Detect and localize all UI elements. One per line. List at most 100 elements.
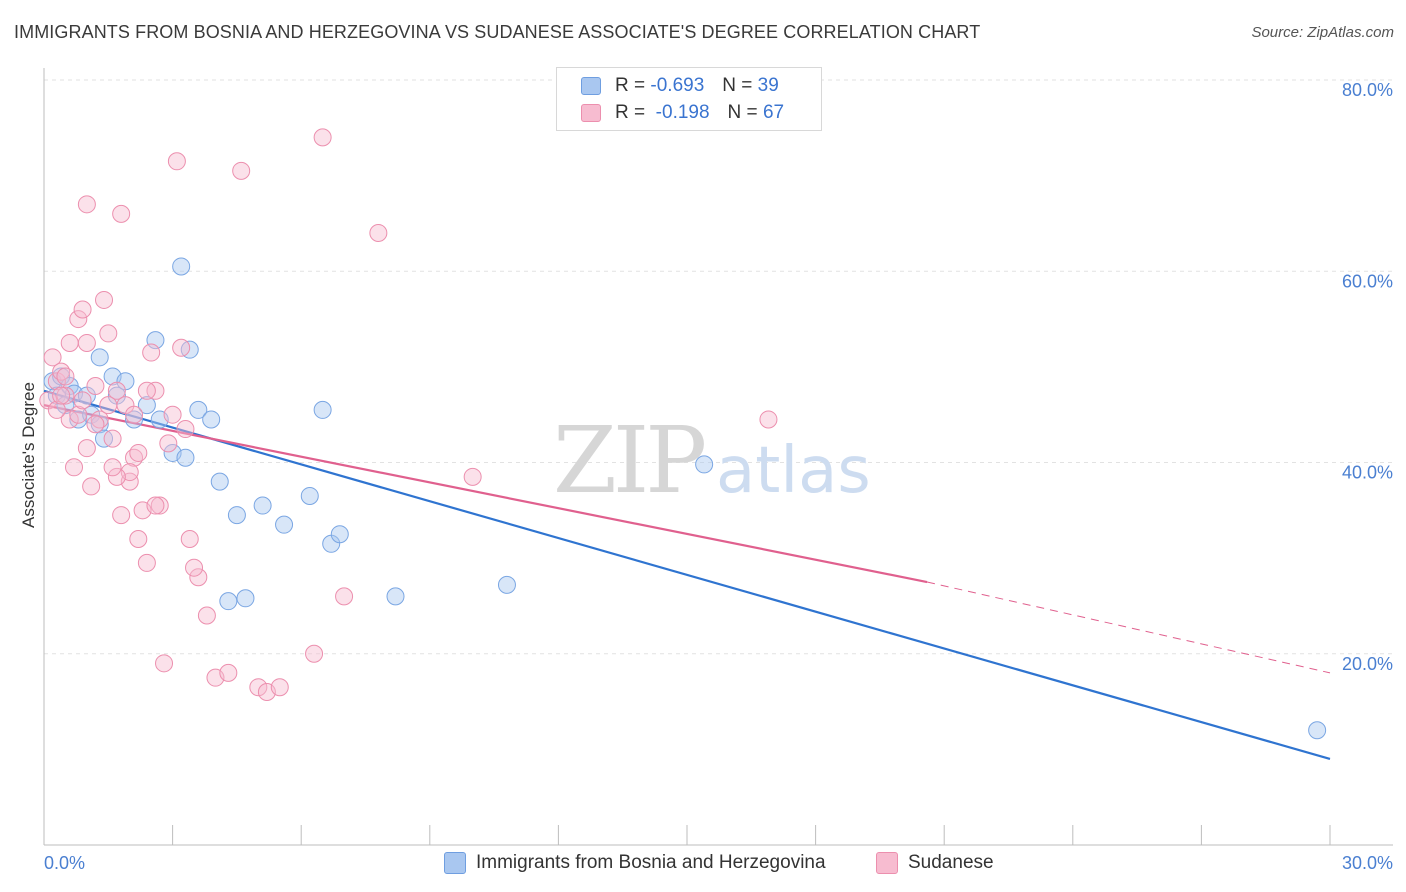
data-point-sudanese <box>56 367 75 386</box>
data-point-sudanese <box>305 644 324 663</box>
data-point-bosnia <box>176 448 195 467</box>
y-axis-label: Associate's Degree <box>19 382 38 528</box>
data-point-sudanese <box>172 338 191 357</box>
data-point-sudanese <box>167 152 186 171</box>
data-point-sudanese <box>369 224 388 242</box>
data-point-sudanese <box>137 553 156 572</box>
data-point-sudanese <box>155 654 174 673</box>
legend-r-label: R = <box>615 75 646 96</box>
data-point-sudanese <box>69 405 88 424</box>
data-point-bosnia <box>330 525 349 544</box>
data-point-sudanese <box>146 496 165 515</box>
legend-row-sudanese: R = -0.198 N = 67 <box>581 101 784 125</box>
source-label: Source: ZipAtlas.com <box>1251 24 1394 41</box>
data-point-bosnia <box>313 400 332 419</box>
data-point-sudanese <box>77 195 96 214</box>
watermark-atlas: atlas <box>716 434 871 508</box>
data-point-sudanese <box>52 386 71 405</box>
data-point-sudanese <box>73 391 92 410</box>
data-point-sudanese <box>77 333 96 352</box>
data-point-bosnia <box>90 415 109 434</box>
legend-n-value: 67 <box>762 102 785 123</box>
data-point-sudanese <box>185 558 204 577</box>
data-point-sudanese <box>137 381 156 400</box>
data-point-sudanese <box>313 128 332 147</box>
bottom-legend-swatch-bosnia <box>444 852 466 874</box>
data-point-bosnia <box>137 396 156 415</box>
data-point-bosnia <box>227 506 246 525</box>
data-point-sudanese <box>219 663 238 682</box>
data-point-sudanese <box>99 324 118 343</box>
data-point-sudanese <box>65 458 84 477</box>
data-point-sudanese <box>759 410 778 429</box>
data-point-sudanese <box>189 568 208 587</box>
trend-lines <box>43 389 1331 760</box>
data-point-bosnia <box>219 592 238 611</box>
y-tick-label: 40.0% <box>1342 463 1393 483</box>
data-point-bosnia <box>695 455 714 474</box>
trend-line-extension-sudanese <box>926 581 1331 674</box>
data-point-sudanese <box>107 381 126 400</box>
data-point-sudanese <box>112 506 131 525</box>
data-point-bosnia <box>236 589 255 608</box>
data-point-sudanese <box>150 496 169 515</box>
x-tick-label-right: 30.0% <box>1342 853 1393 873</box>
bottom-legend-bosnia: Immigrants from Bosnia and Herzegovina <box>444 852 826 874</box>
data-point-bosnia <box>90 348 109 367</box>
legend-r-label: R = <box>615 102 646 123</box>
data-point-sudanese <box>103 458 122 477</box>
axes <box>43 68 1393 846</box>
bottom-legend-sudanese: Sudanese <box>876 852 994 874</box>
data-point-sudanese <box>163 405 182 424</box>
data-point-sudanese <box>86 415 105 434</box>
trend-line-bosnia <box>43 389 1331 760</box>
trend-line-sudanese <box>43 404 928 584</box>
legend-n-value: 39 <box>757 75 779 96</box>
data-point-sudanese <box>463 467 482 486</box>
data-point-sudanese <box>142 343 161 362</box>
data-point-sudanese <box>77 439 96 458</box>
data-point-sudanese <box>43 348 62 367</box>
data-point-bosnia <box>497 575 516 594</box>
bottom-legend-label-bosnia: Immigrants from Bosnia and Herzegovina <box>476 852 826 873</box>
data-point-bosnia <box>189 400 208 419</box>
stats-legend: R = -0.693 N = 39 R = -0.198 N = 67 <box>556 67 822 131</box>
data-point-bosnia <box>125 410 144 429</box>
data-point-sudanese <box>335 587 354 606</box>
legend-n-label: N = <box>727 102 758 123</box>
data-point-sudanese <box>129 530 148 548</box>
data-points <box>39 128 1327 740</box>
data-point-sudanese <box>112 204 131 223</box>
legend-r-value: -0.198 <box>655 102 710 123</box>
data-point-bosnia <box>386 587 405 606</box>
data-point-bosnia <box>253 496 272 515</box>
data-point-bosnia <box>1308 721 1327 740</box>
data-point-sudanese <box>86 377 105 395</box>
data-point-bosnia <box>172 257 191 276</box>
watermark-zip: ZIP <box>553 407 704 514</box>
data-point-bosnia <box>275 515 294 534</box>
y-tick-label: 20.0% <box>1342 654 1393 674</box>
data-point-sudanese <box>232 161 251 180</box>
legend-row-bosnia: R = -0.693 N = 39 <box>581 74 779 98</box>
legend-swatch-bosnia <box>581 77 601 95</box>
y-tick-labels: 20.0% 40.0% 60.0% 80.0% <box>1342 80 1393 674</box>
data-point-sudanese <box>60 333 79 352</box>
y-tick-label: 80.0% <box>1342 80 1393 100</box>
data-point-sudanese <box>180 530 199 548</box>
data-point-sudanese <box>249 678 268 697</box>
bottom-legend-swatch-sudanese <box>876 852 898 874</box>
data-point-sudanese <box>103 429 122 448</box>
x-tick-label-left: 0.0% <box>44 853 85 873</box>
data-point-sudanese <box>47 400 66 419</box>
legend-n-label: N = <box>722 75 753 96</box>
y-tick-label: 60.0% <box>1342 271 1393 291</box>
data-point-sudanese <box>95 290 114 309</box>
data-point-bosnia <box>202 410 221 429</box>
data-point-sudanese <box>73 300 92 319</box>
data-point-sudanese <box>129 443 148 462</box>
data-point-sudanese <box>82 477 101 496</box>
data-point-sudanese <box>176 420 195 439</box>
chart-title: IMMIGRANTS FROM BOSNIA AND HERZEGOVINA V… <box>14 22 981 42</box>
data-point-sudanese <box>99 396 118 415</box>
